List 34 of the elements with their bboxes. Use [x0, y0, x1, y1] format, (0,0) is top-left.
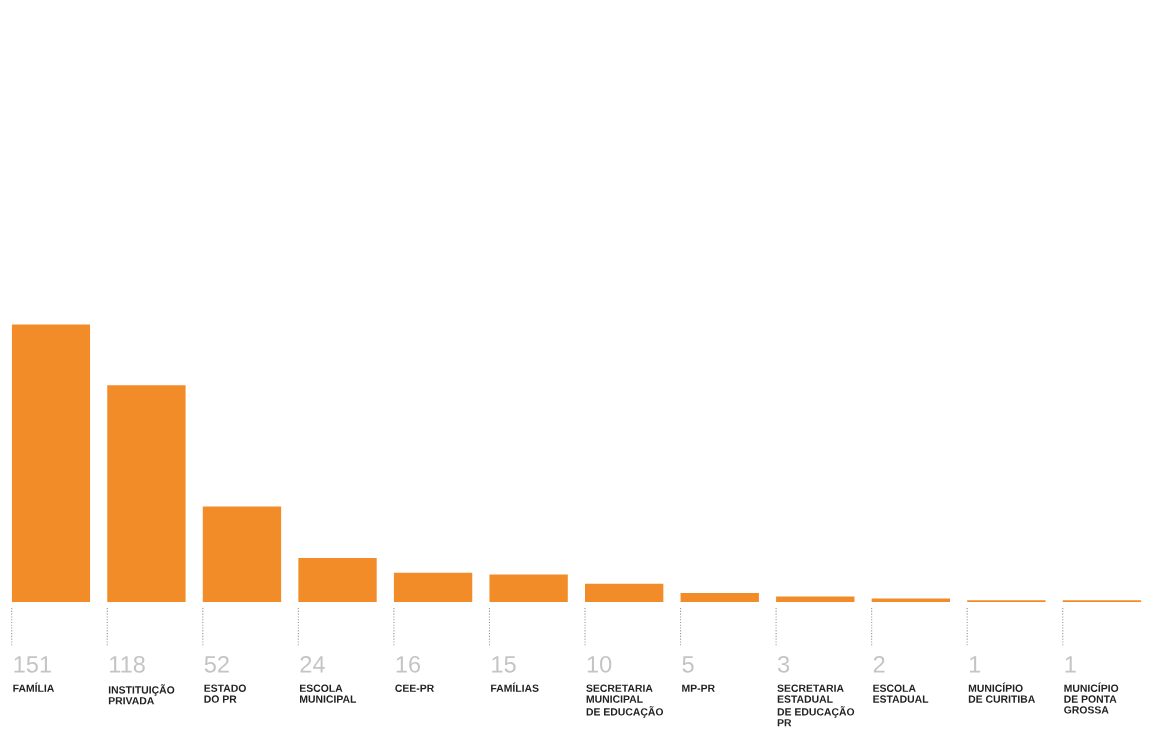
x-tick-label: INSTITUIÇÃO PRIVADA — [108, 684, 175, 705]
bar — [11, 324, 91, 603]
x-tick-label: MUNICÍPIO DE PONTA GROSSA — [1064, 682, 1119, 714]
bar — [107, 385, 186, 603]
data-label: 118 — [110, 655, 145, 673]
x-tick-label: CEE-PR — [395, 684, 434, 692]
data-label: 10 — [587, 655, 612, 673]
data-label: 2 — [873, 655, 885, 673]
data-label: 5 — [682, 656, 694, 673]
bar — [585, 583, 664, 603]
bar — [489, 574, 568, 603]
bar — [680, 592, 759, 603]
data-label: 52 — [204, 655, 229, 673]
x-tick-label: FAMÍLIA — [13, 682, 55, 692]
data-label: 24 — [300, 655, 325, 673]
data-label: 3 — [777, 655, 790, 673]
x-tick-label: ESCOLA ESTADUAL — [873, 684, 929, 703]
bar — [202, 506, 282, 603]
data-label: 15 — [492, 656, 516, 673]
bar — [871, 598, 950, 603]
data-label: 16 — [396, 655, 421, 673]
bar — [298, 557, 377, 603]
x-tick-label: ESTADO DO PR — [204, 684, 246, 703]
data-label: 1 — [1065, 656, 1076, 673]
x-tick-label: FAMÍLIAS — [491, 682, 539, 692]
x-tick-label: ESCOLA MUNICIPAL — [300, 684, 357, 703]
data-label: 151 — [14, 656, 51, 673]
x-tick-label: MP-PR — [682, 684, 715, 692]
bar — [776, 596, 855, 603]
x-tick-label: MUNICÍPIO DE CURITIBA — [968, 682, 1036, 703]
bar — [393, 572, 473, 603]
data-label: 1 — [969, 656, 981, 673]
x-tick-label: SECRETARIA ESTADUAL DE EDUCAÇÃO PR — [777, 684, 855, 727]
x-tick-label: SECRETARIA MUNICIPAL DE EDUCAÇÃO — [586, 684, 664, 718]
